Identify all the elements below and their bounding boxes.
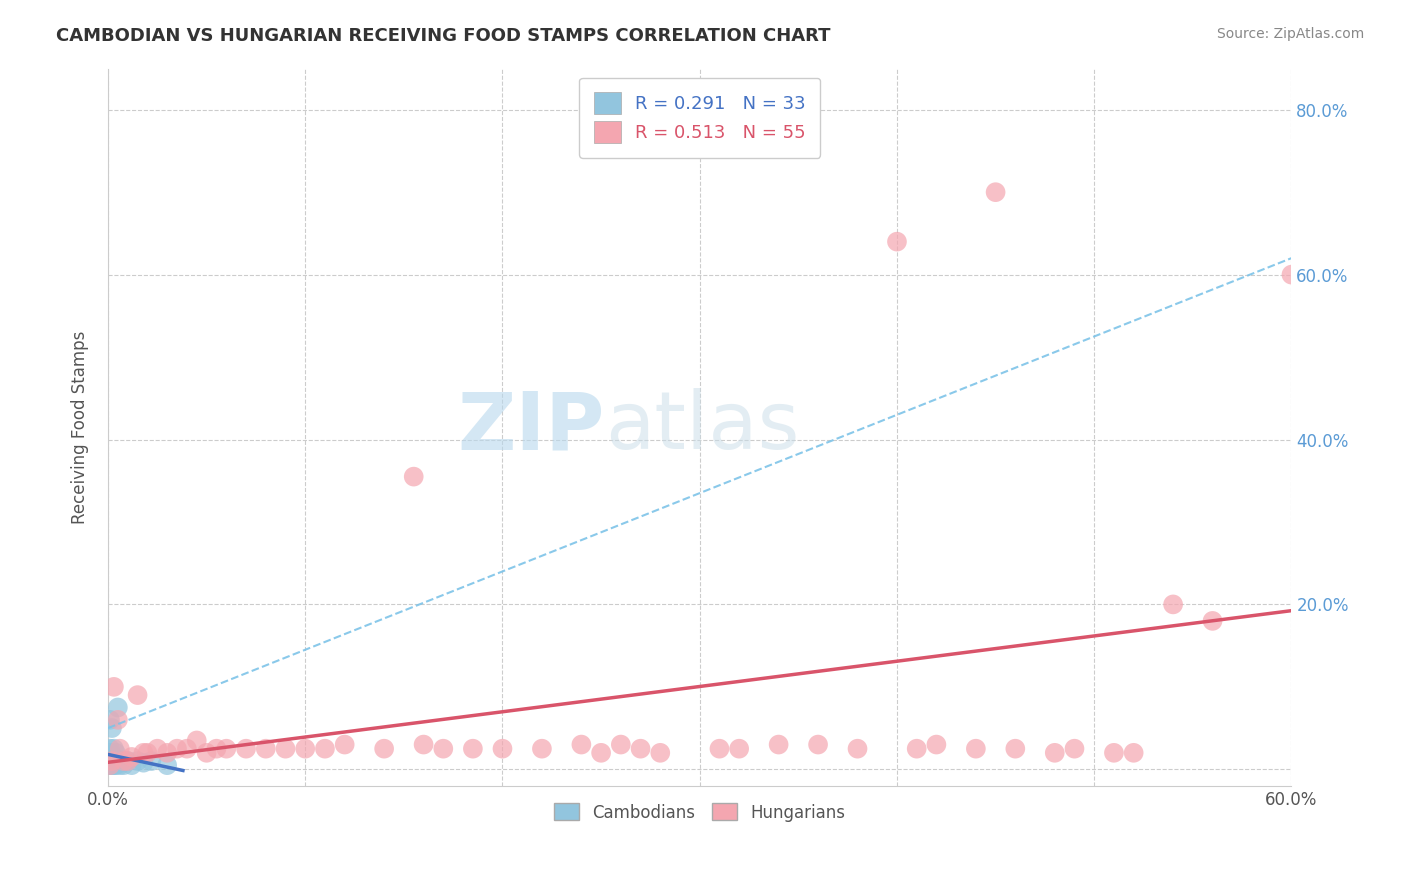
Point	[1063, 741, 1085, 756]
Point	[1281, 268, 1303, 282]
Point	[104, 758, 127, 772]
Point	[186, 733, 208, 747]
Point	[103, 750, 125, 764]
Point	[101, 754, 124, 768]
Point	[1102, 746, 1125, 760]
Point	[166, 741, 188, 756]
Point	[121, 758, 143, 772]
Point	[112, 754, 135, 768]
Point	[101, 758, 124, 772]
Point	[117, 754, 139, 768]
Point	[103, 680, 125, 694]
Point	[807, 738, 830, 752]
Point	[108, 758, 131, 772]
Point	[98, 746, 121, 760]
Legend: Cambodians, Hungarians: Cambodians, Hungarians	[541, 790, 859, 835]
Point	[98, 758, 121, 772]
Point	[132, 756, 155, 770]
Point	[925, 738, 948, 752]
Point	[402, 469, 425, 483]
Point	[235, 741, 257, 756]
Point	[127, 754, 149, 768]
Point	[412, 738, 434, 752]
Point	[728, 741, 751, 756]
Point	[768, 738, 790, 752]
Point	[491, 741, 513, 756]
Point	[98, 741, 121, 756]
Point	[98, 750, 121, 764]
Point	[630, 741, 652, 756]
Point	[103, 758, 125, 772]
Point	[156, 758, 179, 772]
Text: Source: ZipAtlas.com: Source: ZipAtlas.com	[1216, 27, 1364, 41]
Point	[650, 746, 672, 760]
Point	[254, 741, 277, 756]
Point	[294, 741, 316, 756]
Point	[1004, 741, 1026, 756]
Point	[136, 746, 159, 760]
Text: CAMBODIAN VS HUNGARIAN RECEIVING FOOD STAMPS CORRELATION CHART: CAMBODIAN VS HUNGARIAN RECEIVING FOOD ST…	[56, 27, 831, 45]
Point	[146, 741, 169, 756]
Point	[98, 758, 121, 772]
Point	[101, 754, 124, 768]
Point	[103, 756, 125, 770]
Point	[104, 756, 127, 770]
Point	[432, 741, 454, 756]
Point	[610, 738, 633, 752]
Text: atlas: atlas	[605, 388, 800, 467]
Point	[98, 754, 121, 768]
Point	[98, 750, 121, 764]
Point	[965, 741, 987, 756]
Point	[132, 746, 155, 760]
Point	[709, 741, 731, 756]
Point	[108, 741, 131, 756]
Point	[205, 741, 228, 756]
Point	[101, 721, 124, 735]
Point	[101, 756, 124, 770]
Y-axis label: Receiving Food Stamps: Receiving Food Stamps	[72, 330, 89, 524]
Point	[107, 713, 129, 727]
Point	[104, 746, 127, 760]
Point	[1122, 746, 1144, 760]
Point	[108, 754, 131, 768]
Point	[333, 738, 356, 752]
Point	[984, 185, 1007, 199]
Point	[117, 754, 139, 768]
Point	[101, 750, 124, 764]
Point	[156, 746, 179, 760]
Point	[215, 741, 238, 756]
Point	[107, 700, 129, 714]
Point	[121, 750, 143, 764]
Point	[107, 754, 129, 768]
Point	[591, 746, 613, 760]
Point	[274, 741, 297, 756]
Point	[112, 758, 135, 772]
Point	[846, 741, 869, 756]
Point	[373, 741, 395, 756]
Point	[98, 754, 121, 768]
Point	[98, 758, 121, 772]
Point	[461, 741, 484, 756]
Point	[1201, 614, 1223, 628]
Point	[314, 741, 336, 756]
Point	[886, 235, 908, 249]
Point	[1043, 746, 1066, 760]
Point	[111, 756, 134, 770]
Point	[530, 741, 553, 756]
Point	[141, 754, 163, 768]
Point	[569, 738, 592, 752]
Point	[1161, 598, 1184, 612]
Text: ZIP: ZIP	[458, 388, 605, 467]
Point	[98, 713, 121, 727]
Point	[127, 688, 149, 702]
Point	[103, 741, 125, 756]
Point	[905, 741, 928, 756]
Point	[176, 741, 198, 756]
Point	[195, 746, 218, 760]
